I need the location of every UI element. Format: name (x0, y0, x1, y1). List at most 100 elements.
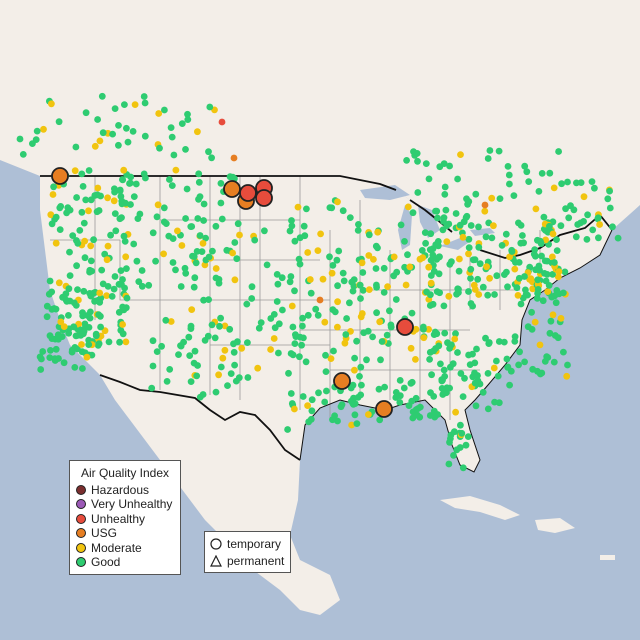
station-dot (358, 259, 366, 267)
station-dot (226, 325, 234, 333)
station-dot (119, 321, 126, 328)
station-dot (130, 193, 138, 201)
station-dot (194, 215, 202, 222)
station-dot (200, 217, 208, 224)
station-dot (445, 460, 453, 468)
station-dot (584, 211, 591, 219)
station-dot (314, 311, 322, 319)
station-dot (218, 118, 226, 126)
station-dot (452, 408, 459, 416)
station-dot (429, 251, 437, 259)
station-dot (188, 223, 196, 230)
station-dot (158, 342, 166, 350)
station-dot (339, 269, 347, 277)
station-dot (381, 383, 388, 391)
station-dot (375, 385, 383, 393)
station-dot (334, 282, 341, 290)
station-dot (471, 286, 479, 293)
station-dot (397, 221, 405, 229)
station-dot (504, 363, 512, 371)
station-dot (304, 311, 312, 319)
station-dot (86, 268, 93, 276)
station-dot (404, 251, 411, 259)
station-dot (221, 322, 229, 330)
station-dot (425, 326, 432, 333)
station-dot (473, 345, 480, 353)
station-dot (510, 192, 518, 200)
station-dot (471, 379, 479, 387)
station-dot (215, 279, 223, 287)
station-dot (441, 183, 449, 191)
station-dot (553, 247, 561, 255)
station-dot (356, 281, 364, 289)
station-dot (531, 318, 539, 326)
station-dot (535, 188, 543, 195)
station-dot (416, 403, 424, 411)
station-dot (583, 236, 591, 243)
station-dot (212, 222, 220, 230)
station-dot (380, 289, 388, 296)
station-dot (467, 265, 475, 273)
station-dot (104, 283, 112, 290)
land-canada (0, 0, 640, 258)
station-dot (126, 179, 134, 187)
station-dot (369, 333, 376, 341)
station-dot (199, 391, 207, 398)
station-dot (180, 338, 188, 346)
station-dot (383, 331, 391, 339)
station-dot (19, 151, 27, 158)
station-dot (47, 347, 54, 354)
station-dot (308, 396, 316, 404)
station-dot (396, 399, 404, 406)
station-dot (286, 227, 294, 235)
station-dot (98, 266, 106, 274)
station-dot (392, 394, 400, 401)
station-dot (231, 276, 239, 284)
station-dot (152, 257, 160, 265)
station-dot (452, 210, 460, 217)
station-dot (534, 286, 542, 293)
station-dot (494, 372, 502, 380)
station-dot (530, 250, 538, 258)
station-dot (430, 267, 438, 275)
station-dot (294, 203, 302, 211)
station-dot (287, 390, 295, 397)
station-dot (304, 402, 311, 409)
station-dot (484, 405, 492, 413)
station-dot (493, 357, 500, 365)
station-dot (573, 179, 580, 187)
station-dot (71, 364, 79, 371)
station-dot (123, 265, 130, 272)
station-dot (522, 290, 530, 298)
legend-item-temporary: temporary (210, 536, 281, 552)
station-dot (545, 282, 553, 289)
station-dot (462, 441, 470, 449)
station-dot (82, 109, 90, 117)
station-dot (440, 302, 448, 310)
station-dot (427, 279, 435, 287)
station-dot (560, 289, 567, 297)
station-dot (184, 116, 192, 123)
station-dot (68, 348, 76, 356)
station-dot (234, 338, 241, 346)
station-dot (55, 118, 63, 126)
station-dot (387, 321, 395, 329)
legend-label: USG (91, 526, 118, 540)
station-dot (436, 163, 444, 171)
station-dot (550, 358, 558, 366)
station-dot (464, 433, 472, 440)
station-dot (386, 307, 393, 315)
station-dot (230, 154, 238, 162)
station-dot (196, 232, 204, 239)
station-dot (564, 361, 571, 369)
station-dot (132, 180, 140, 188)
station-dot (427, 256, 435, 264)
station-dot (455, 285, 462, 293)
station-dot (199, 240, 207, 247)
station-dot (304, 249, 312, 256)
station-dot (124, 138, 132, 146)
station-dot (435, 253, 443, 261)
station-dot (112, 227, 120, 235)
station-dot (105, 338, 113, 346)
station-dot (557, 315, 565, 322)
